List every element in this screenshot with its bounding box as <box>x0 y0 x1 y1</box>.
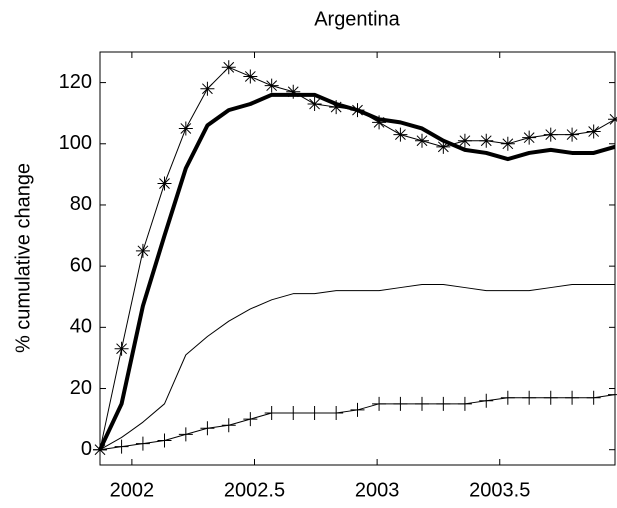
y-axis-label: % cumulative change <box>12 163 34 353</box>
marker <box>221 60 236 75</box>
marker <box>93 442 107 457</box>
marker <box>586 124 601 139</box>
marker <box>329 100 344 115</box>
marker <box>264 78 279 93</box>
x-tick-label: 2003.5 <box>469 479 530 501</box>
marker <box>608 387 617 402</box>
y-tick-label: 100 <box>59 132 92 154</box>
marker <box>135 243 150 258</box>
series-line <box>99 394 616 451</box>
chart-title: Argentina <box>314 8 400 30</box>
marker <box>329 405 344 420</box>
marker <box>393 396 408 411</box>
marker <box>500 136 515 151</box>
marker <box>114 439 129 454</box>
y-tick-label: 20 <box>70 377 92 399</box>
marker <box>286 84 301 99</box>
marker <box>372 396 387 411</box>
marker <box>178 121 193 136</box>
marker <box>393 127 408 142</box>
y-tick-label: 80 <box>70 193 92 215</box>
marker <box>522 130 537 145</box>
marker <box>479 393 494 408</box>
marker <box>436 139 451 154</box>
marker <box>307 97 322 112</box>
marker <box>114 341 129 356</box>
y-tick-label: 120 <box>59 71 92 93</box>
marker <box>243 412 258 427</box>
marker <box>350 402 365 417</box>
x-tick-label: 2002.5 <box>224 479 285 501</box>
marker <box>543 127 558 142</box>
marker <box>543 390 558 405</box>
marker <box>414 396 429 411</box>
marker <box>200 81 215 96</box>
marker <box>264 405 279 420</box>
marker <box>200 421 215 436</box>
series-line <box>99 284 615 451</box>
marker <box>414 133 429 148</box>
plot-frame <box>99 51 616 466</box>
marker <box>457 133 472 148</box>
marker <box>608 112 617 127</box>
marker <box>565 127 580 142</box>
marker <box>436 396 451 411</box>
marker <box>178 427 193 442</box>
marker <box>157 433 172 448</box>
marker <box>479 133 494 148</box>
marker <box>157 176 172 191</box>
series-line <box>99 66 616 450</box>
y-tick-label: 0 <box>81 438 92 460</box>
marker <box>522 390 537 405</box>
y-tick-label: 60 <box>70 254 92 276</box>
marker <box>307 405 322 420</box>
marker <box>135 436 150 451</box>
marker <box>243 69 258 84</box>
y-tick-label: 40 <box>70 316 92 338</box>
marker <box>372 115 387 130</box>
marker <box>586 390 601 405</box>
marker <box>286 405 301 420</box>
marker <box>457 396 472 411</box>
x-tick-label: 2003 <box>355 479 400 501</box>
marker <box>565 390 580 405</box>
marker <box>221 418 236 433</box>
marker <box>500 390 515 405</box>
x-tick-label: 2002 <box>110 479 155 501</box>
series-line <box>98 92 616 451</box>
